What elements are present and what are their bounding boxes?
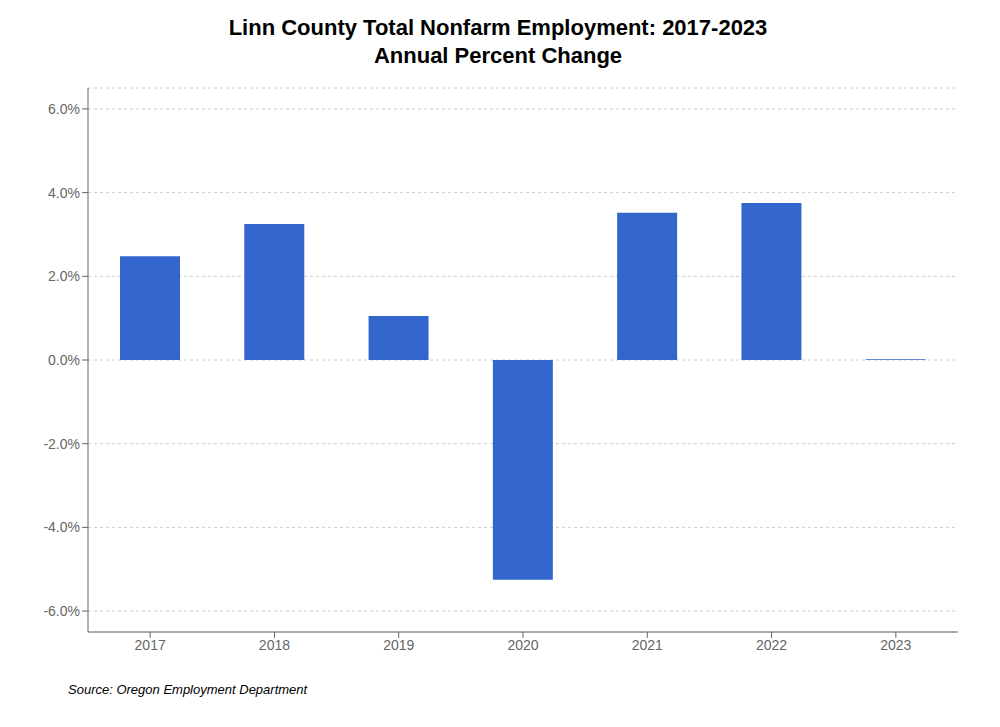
svg-text:2021: 2021 — [632, 637, 663, 653]
svg-text:2.0%: 2.0% — [48, 268, 80, 284]
html-text:Linn County Total Nonfarm Empl: Linn County Total Nonfarm Employment: 20… — [228, 15, 768, 40]
html-text:Source: Oregon Employment Depa: Source: Oregon Employment Department — [68, 682, 308, 697]
svg-text:6.0%: 6.0% — [48, 101, 80, 117]
svg-text:-2.0%: -2.0% — [43, 436, 80, 452]
svg-text:2019: 2019 — [383, 637, 414, 653]
svg-text:2017: 2017 — [135, 637, 166, 653]
svg-text:2018: 2018 — [259, 637, 290, 653]
svg-text:-4.0%: -4.0% — [43, 519, 80, 535]
svg-text:2022: 2022 — [756, 637, 787, 653]
svg-text:0.0%: 0.0% — [48, 352, 80, 368]
svg-text:4.0%: 4.0% — [48, 185, 80, 201]
svg-text:2023: 2023 — [880, 637, 911, 653]
html-text:Annual Percent Change: Annual Percent Change — [373, 43, 623, 68]
svg-text:-6.0%: -6.0% — [43, 603, 80, 619]
svg-text:2020: 2020 — [507, 637, 538, 653]
